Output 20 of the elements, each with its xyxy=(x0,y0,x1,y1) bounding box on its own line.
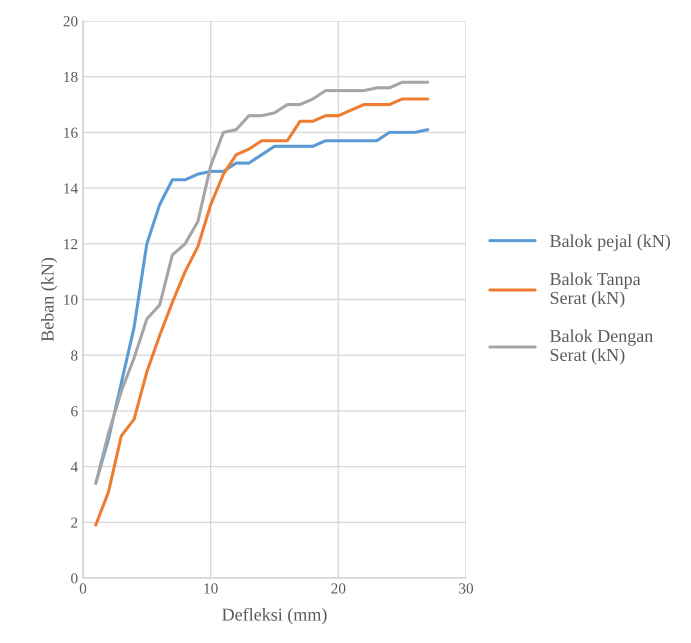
x-tick-label: 10 xyxy=(204,583,218,594)
y-tick-label: 8 xyxy=(71,350,78,361)
y-tick-label: 20 xyxy=(64,16,78,26)
y-tick-label: 12 xyxy=(64,238,78,250)
y-tick-label: 2 xyxy=(71,517,78,528)
legend-label: Balok Dengan Serat (kN) xyxy=(550,329,654,365)
x-axis-title: Defleksi (mm) xyxy=(222,608,327,624)
y-tick-label: 4 xyxy=(70,462,78,472)
legend-label: Balok pejal (kN) xyxy=(550,234,670,251)
y-tick-label: 10 xyxy=(64,294,78,305)
y-tick-label: 0 xyxy=(71,573,78,584)
y-tick-label: 16 xyxy=(64,128,78,138)
x-tick-label: 0 xyxy=(80,583,86,594)
y-axis-title: Beban (kN) xyxy=(40,258,58,342)
x-tick-label: 30 xyxy=(459,583,474,594)
y-tick-label: 18 xyxy=(64,72,78,82)
y-tick-label: 14 xyxy=(64,183,78,194)
y-tick-label: 6 xyxy=(71,406,78,416)
legend-label: Balok Tanpa Serat (kN) xyxy=(550,272,640,308)
x-tick-label: 20 xyxy=(331,583,346,594)
